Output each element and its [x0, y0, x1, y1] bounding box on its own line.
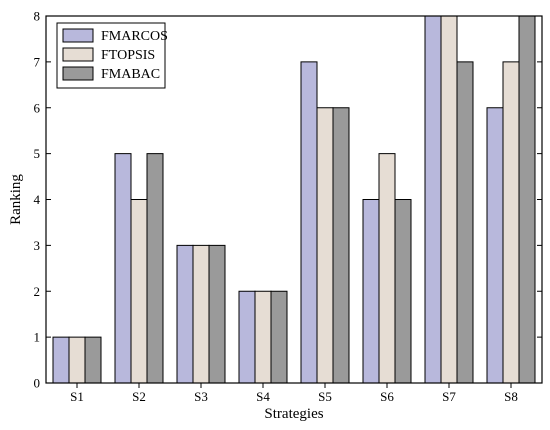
legend-swatch-ftopsis	[62, 47, 94, 62]
bar-fmarcos-s1	[52, 336, 70, 384]
x-tick-label: S4	[256, 389, 270, 404]
y-tick-label: 4	[34, 192, 41, 207]
bar-ftopsis-s3	[192, 244, 210, 384]
bar-fmabac-s8	[518, 15, 536, 384]
bar-fmabac-s3	[208, 244, 226, 384]
legend-label-fmarcos: FMARCOS	[101, 29, 168, 44]
bar-ftopsis-s8	[502, 61, 520, 384]
y-tick-label: 3	[34, 238, 41, 253]
y-tick-label: 6	[34, 100, 41, 115]
bar-fmarcos-s7	[424, 15, 442, 384]
y-tick-label: 1	[34, 330, 41, 345]
y-tick-label: 5	[34, 146, 41, 161]
bar-ftopsis-s6	[378, 153, 396, 384]
legend-swatch-fmabac	[62, 66, 94, 81]
y-axis-title: Ranking	[8, 174, 24, 225]
bar-fmarcos-s5	[300, 61, 318, 384]
x-tick-label: S2	[132, 389, 146, 404]
bar-fmarcos-s2	[114, 153, 132, 384]
x-tick-label: S3	[194, 389, 208, 404]
bar-fmabac-s6	[394, 199, 412, 384]
y-tick-label: 2	[34, 284, 41, 299]
bar-fmabac-s2	[146, 153, 164, 384]
bar-fmarcos-s8	[486, 107, 504, 384]
bar-fmabac-s7	[456, 61, 474, 384]
x-tick-label: S8	[504, 389, 518, 404]
bar-ftopsis-s5	[316, 107, 334, 384]
bar-fmarcos-s3	[176, 244, 194, 384]
bar-ftopsis-s4	[254, 290, 272, 384]
bar-ftopsis-s2	[130, 199, 148, 384]
bar-fmarcos-s6	[362, 199, 380, 384]
x-tick-label: S6	[380, 389, 394, 404]
y-tick-label: 0	[34, 376, 41, 391]
legend-label-fmabac: FMABAC	[101, 67, 160, 82]
legend: FMARCOS FTOPSIS FMABAC	[56, 22, 168, 89]
y-tick-label: 7	[34, 54, 41, 69]
legend-swatch-fmarcos	[62, 28, 94, 43]
legend-label-ftopsis: FTOPSIS	[101, 48, 155, 63]
bar-fmabac-s5	[332, 107, 350, 384]
x-axis-title: Strategies	[264, 406, 323, 422]
x-tick-label: S7	[442, 389, 456, 404]
ticks-group: S1 S2 S3 S4 S5 S6 S7 S8 0 1 2 3 4 5 6 7 8	[34, 9, 542, 404]
bar-fmabac-s4	[270, 290, 288, 384]
x-tick-label: S5	[318, 389, 332, 404]
y-tick-label: 8	[34, 9, 41, 24]
bar-ftopsis-s1	[68, 336, 86, 384]
bar-fmabac-s1	[84, 336, 102, 384]
bar-ftopsis-s7	[440, 15, 458, 384]
bar-fmarcos-s4	[238, 290, 256, 384]
x-tick-label: S1	[70, 389, 84, 404]
